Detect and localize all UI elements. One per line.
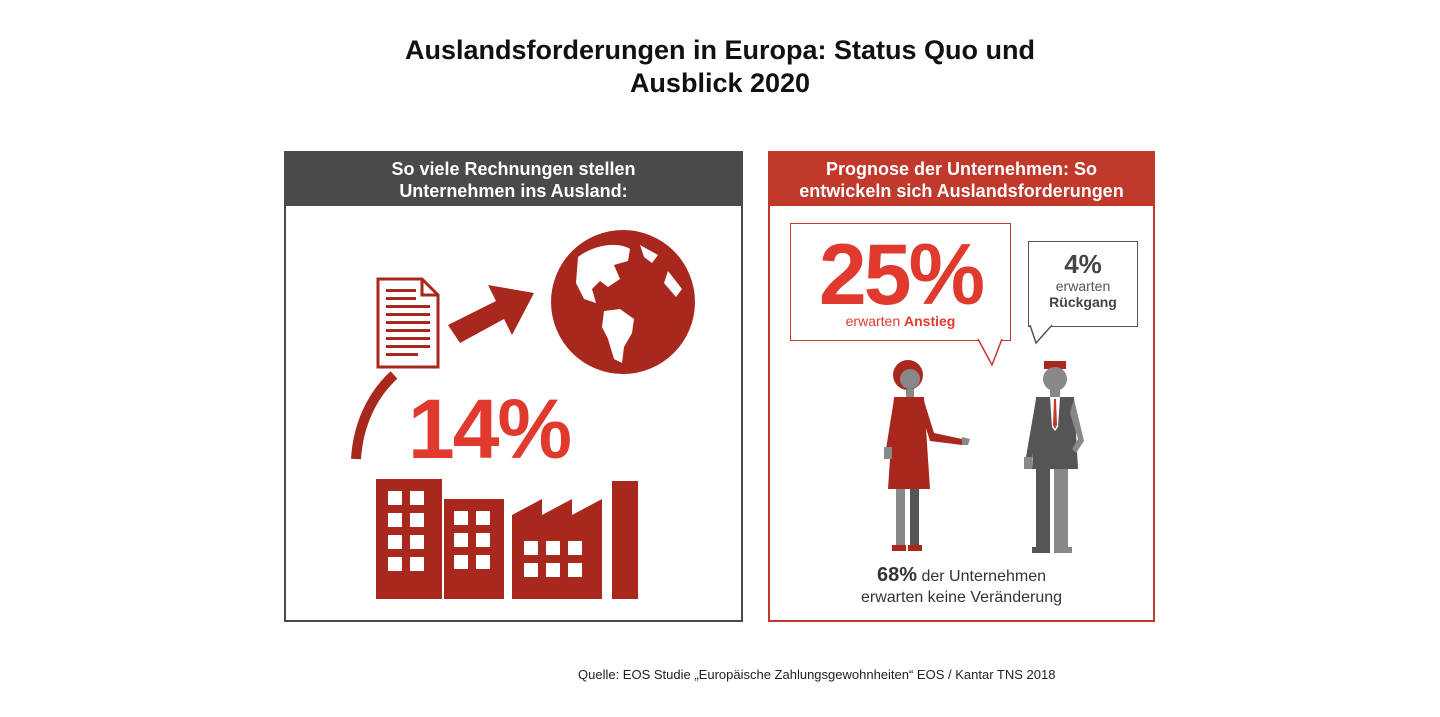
decrease-bubble: 4% erwarten Rückgang [1028,241,1138,327]
decrease-percentage: 4% [1064,249,1102,279]
source-note: Quelle: EOS Studie „Europäische Zahlungs… [578,667,1056,682]
invoices-abroad-panel: So viele Rechnungen stellen Unternehmen … [284,151,743,622]
title-line-1: Auslandsforderungen in Europa: Status Qu… [404,35,1035,65]
no-change-line-1-text: der Unternehmen [917,568,1046,585]
no-change-text: 68% der Unternehmen erwarten keine Verän… [770,565,1153,608]
increase-label-prefix: erwarten [845,313,901,329]
panel-header-right-line-2: entwickeln sich Auslandsforderungen [799,180,1124,201]
decrease-label-line-1: erwarten [1055,278,1111,294]
increase-bubble-tail [977,337,1003,367]
invoices-abroad-percentage: 14% [408,382,572,476]
increase-label: erwarten Anstieg [791,313,1010,329]
businesswoman-icon [884,360,970,551]
decrease-label-line-2: Rückgang [1049,294,1117,310]
increase-label-bold: Anstieg [904,313,956,329]
factory-icon [376,479,638,599]
no-change-percentage: 68% [877,564,918,586]
page-title: Auslandsforderungen in Europa: Status Qu… [0,34,1440,100]
decrease-bubble-tail [1029,323,1053,345]
no-change-line-1: 68% der Unternehmen [770,565,1153,587]
forecast-panel: Prognose der Unternehmen: So entwickeln … [768,151,1155,622]
panel-header-right: Prognose der Unternehmen: So entwickeln … [770,153,1153,206]
growth-arc-icon [351,371,398,460]
arrow-icon [448,285,534,343]
no-change-line-2: erwarten keine Veränderung [860,589,1063,606]
document-icon [376,277,440,369]
increase-percentage: 25% [818,227,985,323]
globe-icon [551,230,695,374]
businessman-icon [1024,361,1084,553]
title-line-2: Ausblick 2020 [629,68,811,98]
panel-header-left-line-2: Unternehmen ins Ausland: [399,180,628,201]
panel-header-right-line-1: Prognose der Unternehmen: So [825,158,1098,179]
increase-bubble: 25% erwarten Anstieg [790,223,1011,341]
panel-header-left: So viele Rechnungen stellen Unternehmen … [286,153,741,206]
panel-header-left-line-1: So viele Rechnungen stellen [391,158,636,179]
